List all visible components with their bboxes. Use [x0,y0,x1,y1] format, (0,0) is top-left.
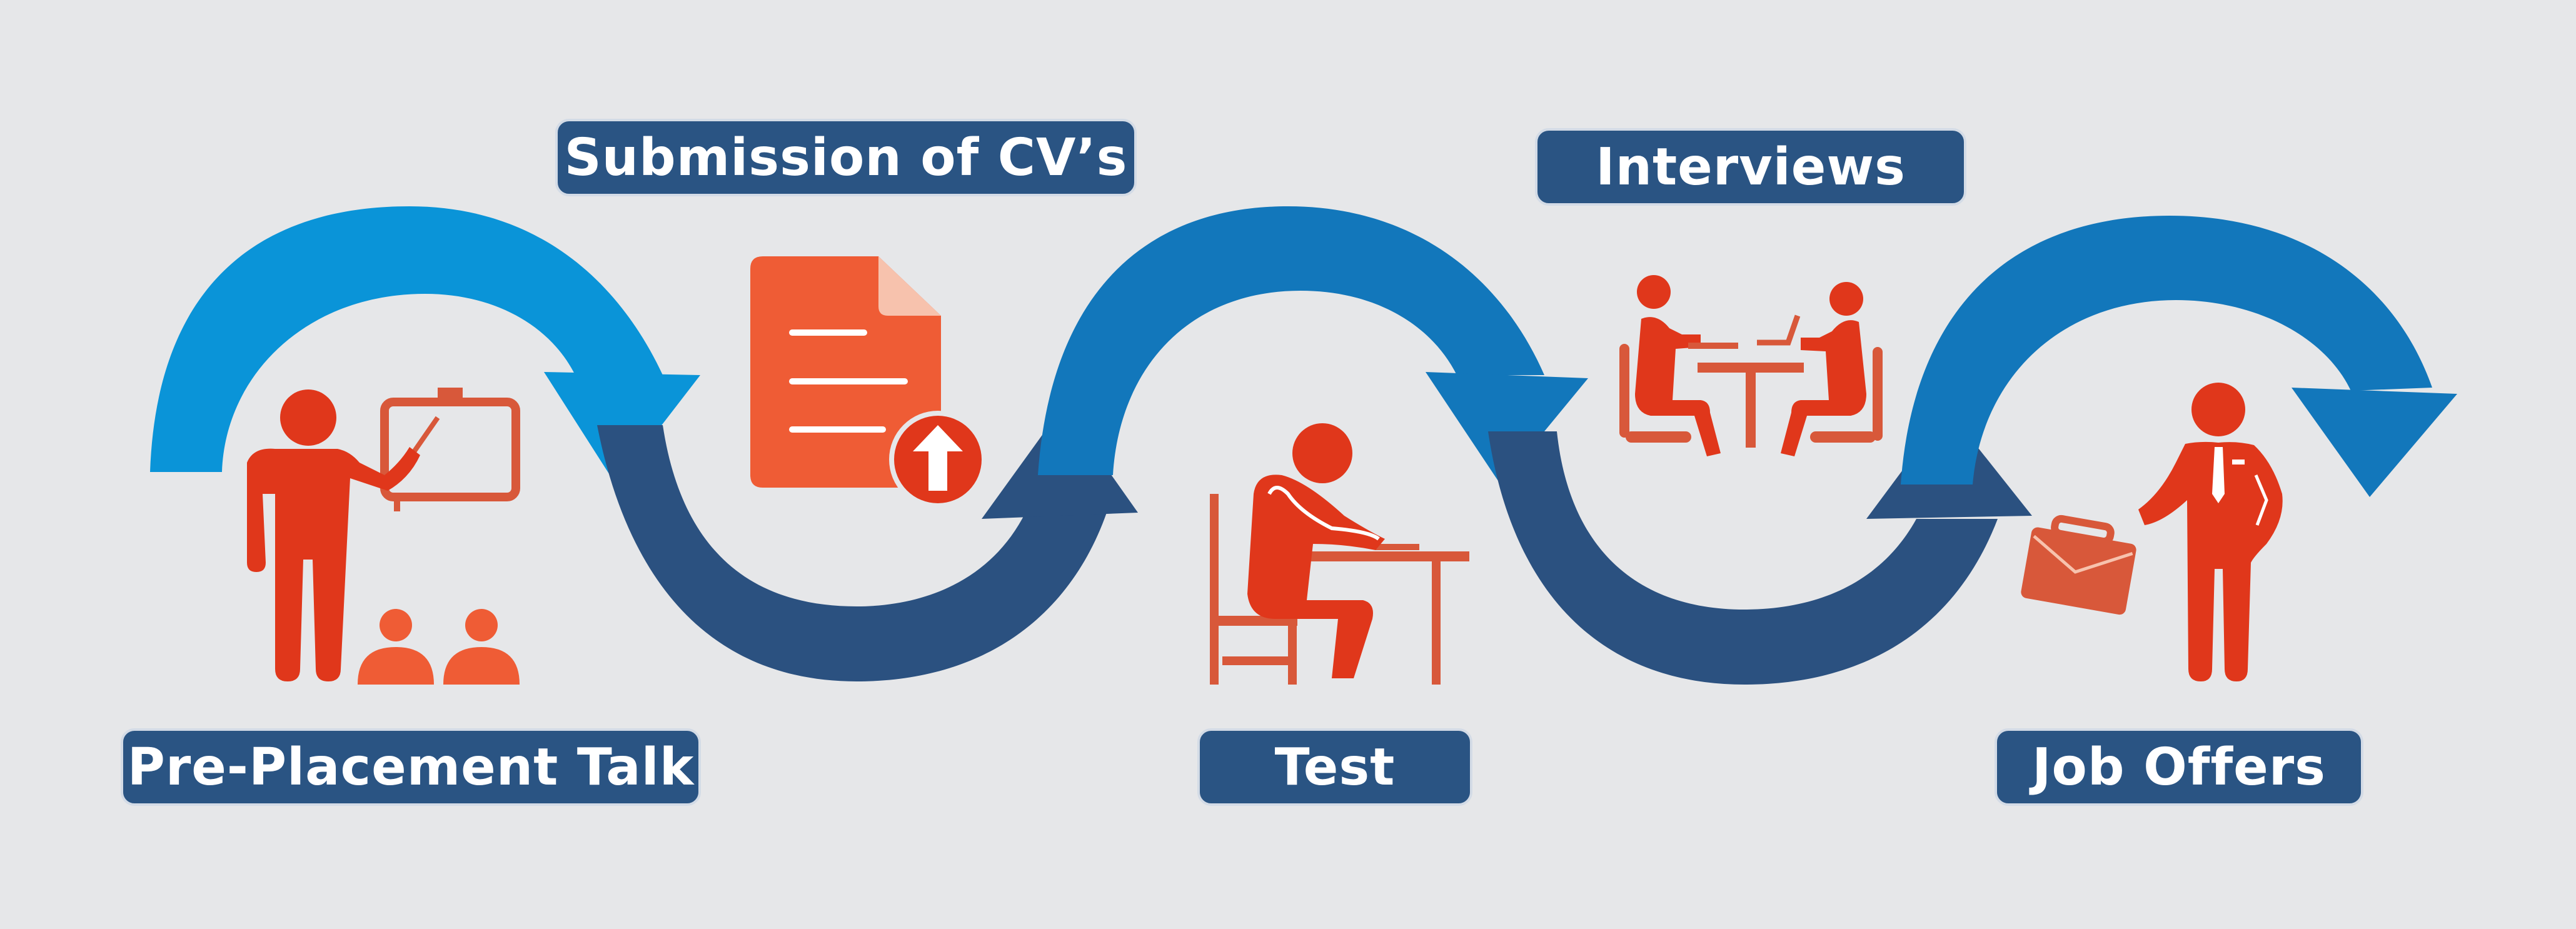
businessman-briefcase-icon [2021,383,2283,681]
presenter-whiteboard-icon [247,388,520,685]
flow-arrow-5 [1901,216,2457,497]
step-label-pre-placement-talk: Pre-Placement Talk [121,728,701,806]
step-label-test: Test [1197,728,1472,806]
step-label-interviews: Interviews [1535,128,1966,206]
step-label-job-offers: Job Offers [1995,728,2363,806]
person-writing-test-icon [1210,423,1469,685]
document-upload-icon [750,256,987,508]
step-label-submission-of-cvs: Submission of CV’s [555,119,1137,196]
flow-arrow-3 [1038,206,1588,485]
interview-table-icon [1619,275,1883,456]
